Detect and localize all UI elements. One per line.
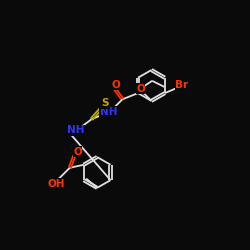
Text: S: S	[102, 98, 109, 108]
Text: NH: NH	[100, 106, 117, 117]
Text: NH: NH	[67, 125, 85, 135]
Text: O: O	[112, 80, 121, 90]
Text: O: O	[136, 84, 145, 94]
Text: Br: Br	[175, 80, 188, 90]
Text: O: O	[73, 147, 82, 157]
Text: OH: OH	[47, 179, 64, 189]
